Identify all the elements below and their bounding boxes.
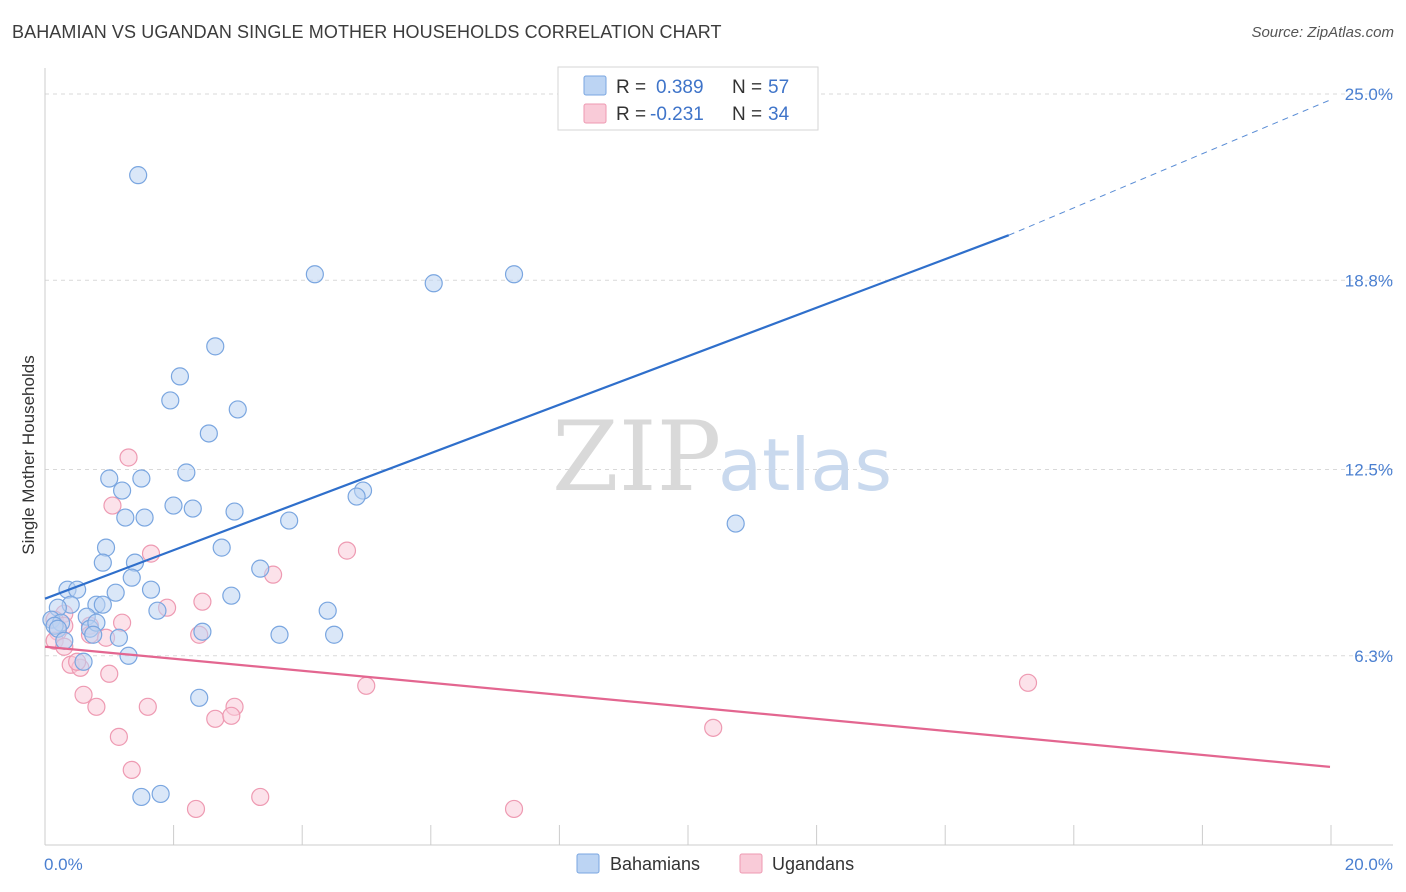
ugandans-point — [1018, 673, 1038, 692]
ugandans-point — [112, 613, 132, 632]
bahamians-point — [318, 601, 337, 620]
bahamians-trend-line — [44, 234, 1010, 600]
ugandans-point — [74, 685, 93, 704]
bahamians-point — [280, 511, 299, 530]
y-axis-title: Single Mother Households — [19, 355, 38, 554]
bahamians-points — [42, 166, 745, 807]
bahamians-point — [228, 400, 247, 419]
bahamians-point — [74, 652, 93, 671]
bahamians-point — [183, 499, 202, 518]
y-tick-label: 25.0% — [1345, 85, 1393, 104]
watermark: ZIP atlas — [552, 401, 892, 513]
bahamians-point — [424, 274, 443, 293]
bahamians-legend-swatch — [576, 853, 600, 874]
ugandans-legend-label: Ugandans — [772, 854, 854, 874]
grid-lines — [45, 93, 1393, 657]
legend-n-value-2: 34 — [768, 104, 790, 125]
bahamians-point — [222, 586, 241, 605]
bahamians-point — [190, 688, 209, 707]
bahamians-swatch — [583, 75, 607, 96]
bahamians-point — [325, 625, 344, 644]
legend-r-value-1: 0.389 — [656, 77, 704, 98]
bahamians-point — [270, 625, 289, 644]
trend-lines — [44, 99, 1331, 768]
ugandans-trend-line — [44, 645, 1331, 768]
bahamians-point — [122, 568, 141, 587]
bahamians-legend-label: Bahamians — [610, 854, 700, 874]
watermark-zip: ZIP — [552, 401, 721, 513]
legend-r-label-1: R = — [616, 77, 646, 98]
ugandans-point — [100, 664, 119, 683]
bahamians-point — [93, 553, 112, 572]
x-tick-label-min: 0.0% — [44, 855, 83, 874]
bahamians-point — [164, 496, 183, 515]
ugandans-point — [222, 706, 241, 725]
watermark-atlas: atlas — [718, 423, 892, 507]
bahamians-point — [132, 469, 151, 488]
ugandans-point — [704, 718, 723, 737]
bahamians-point — [251, 559, 270, 578]
bahamians-point — [726, 514, 745, 533]
bahamians-point — [199, 424, 218, 443]
ugandans-point — [87, 697, 106, 716]
bahamians-point — [116, 508, 135, 527]
bahamians-trend-extension — [1008, 99, 1331, 236]
ugandans-legend-swatch — [739, 853, 763, 874]
bahamians-point — [135, 508, 154, 527]
source-label: Source: ZipAtlas.com — [1251, 24, 1394, 41]
x-tick-label-max: 20.0% — [1345, 855, 1393, 874]
y-tick-label: 12.5% — [1345, 461, 1393, 480]
legend-n-value-1: 57 — [768, 77, 789, 98]
ugandans-point — [251, 787, 270, 807]
axes — [44, 68, 1393, 846]
bahamians-point — [129, 166, 148, 185]
bahamians-point — [161, 391, 180, 410]
y-tick-labels: 6.3% 12.5% 18.8% 25.0% — [1345, 85, 1393, 666]
bahamians-point — [100, 469, 119, 488]
ugandans-point — [109, 727, 128, 746]
ugandans-point — [186, 799, 206, 819]
stats-legend: R = 0.389 N = 57 R = -0.231 N = 34 — [557, 66, 819, 131]
chart-title: BAHAMIAN VS UGANDAN SINGLE MOTHER HOUSEH… — [12, 22, 722, 42]
bahamians-point — [170, 367, 190, 386]
y-tick-label: 6.3% — [1354, 647, 1393, 666]
ugandans-point — [138, 697, 157, 716]
legend-r-value-2: -0.231 — [650, 104, 704, 125]
ugandans-point — [103, 496, 122, 515]
bahamians-point — [55, 631, 74, 650]
legend-n-label-2: N = — [732, 104, 762, 125]
bahamians-point — [225, 502, 244, 521]
bahamians-point — [177, 463, 196, 482]
bahamians-point — [212, 538, 231, 557]
y-tick-label: 18.8% — [1345, 271, 1393, 290]
ugandans-point — [504, 799, 524, 819]
bahamians-point — [206, 337, 225, 356]
bahamians-point — [504, 265, 524, 284]
bahamians-point — [96, 538, 116, 557]
bahamians-point — [112, 481, 132, 500]
bahamians-point — [109, 628, 128, 647]
ugandans-point — [357, 676, 376, 695]
bahamians-point — [84, 625, 103, 644]
ugandans-point — [337, 541, 357, 560]
bahamians-point — [305, 265, 324, 284]
ugandans-point — [193, 592, 212, 611]
ugandans-point — [206, 709, 225, 728]
legend-n-label-1: N = — [732, 77, 762, 98]
bahamians-point — [132, 787, 151, 807]
bahamians-point — [193, 622, 212, 641]
legend-r-label-2: R = — [616, 104, 646, 125]
bahamians-point — [93, 595, 112, 614]
ugandans-swatch — [583, 103, 607, 124]
ugandans-point — [122, 760, 141, 780]
ugandans-point — [119, 448, 138, 467]
bahamians-point — [141, 580, 161, 599]
series-legend: Bahamians Ugandans — [576, 853, 854, 874]
x-tick-labels: 0.0% 20.0% — [44, 855, 1393, 874]
bahamians-point — [106, 583, 125, 602]
bahamians-point — [148, 601, 167, 620]
bahamians-point — [347, 487, 366, 506]
bahamians-point — [151, 784, 170, 804]
